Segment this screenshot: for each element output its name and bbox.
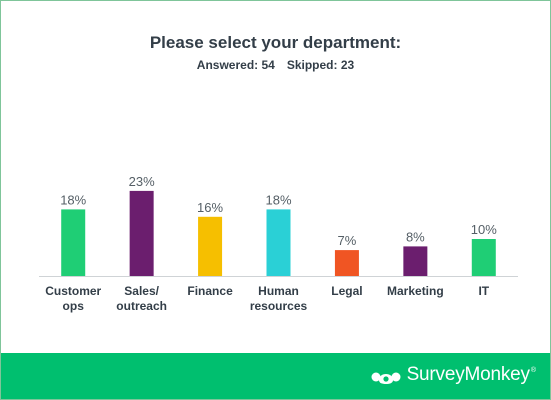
answered-count: Answered: 54 (196, 58, 275, 72)
bar[interactable] (266, 209, 291, 276)
category-label: Sales/outreach (116, 284, 167, 313)
surveymonkey-logo-icon (371, 372, 401, 384)
brand-registered-mark: ® (530, 367, 536, 374)
footer-bar: SurveyMonkey ® (1, 353, 550, 399)
category-label: IT (478, 284, 489, 298)
chart-title: Please select your department: (149, 33, 402, 52)
bar[interactable] (198, 216, 223, 276)
data-label: 18% (60, 192, 86, 207)
bar-chart: 18% Customer ops 23% Sales/outreach 16% Financ… (39, 174, 518, 313)
category-label: Finance (187, 284, 233, 298)
bar[interactable] (471, 239, 496, 276)
bar[interactable] (61, 209, 86, 276)
skipped-count: Skipped: 23 (286, 58, 355, 72)
data-label: 18% (265, 192, 291, 207)
category-label: Customer ops (45, 284, 101, 313)
brand[interactable]: SurveyMonkey ® (370, 364, 536, 386)
data-label: 23% (129, 174, 155, 189)
data-label: 16% (197, 200, 223, 215)
data-label: 10% (471, 222, 497, 237)
brand-name: SurveyMonkey (406, 364, 530, 385)
data-label: 8% (406, 229, 425, 244)
data-label: 7% (338, 233, 357, 248)
bar[interactable] (334, 250, 359, 276)
chart-subtitle: Answered: 54 Skipped: 23 (1, 58, 550, 72)
category-label: Legal (331, 284, 362, 298)
category-label: Marketing (387, 284, 444, 298)
category-label: Human resources (250, 284, 308, 313)
bar[interactable] (129, 190, 154, 276)
bar[interactable] (403, 246, 428, 276)
